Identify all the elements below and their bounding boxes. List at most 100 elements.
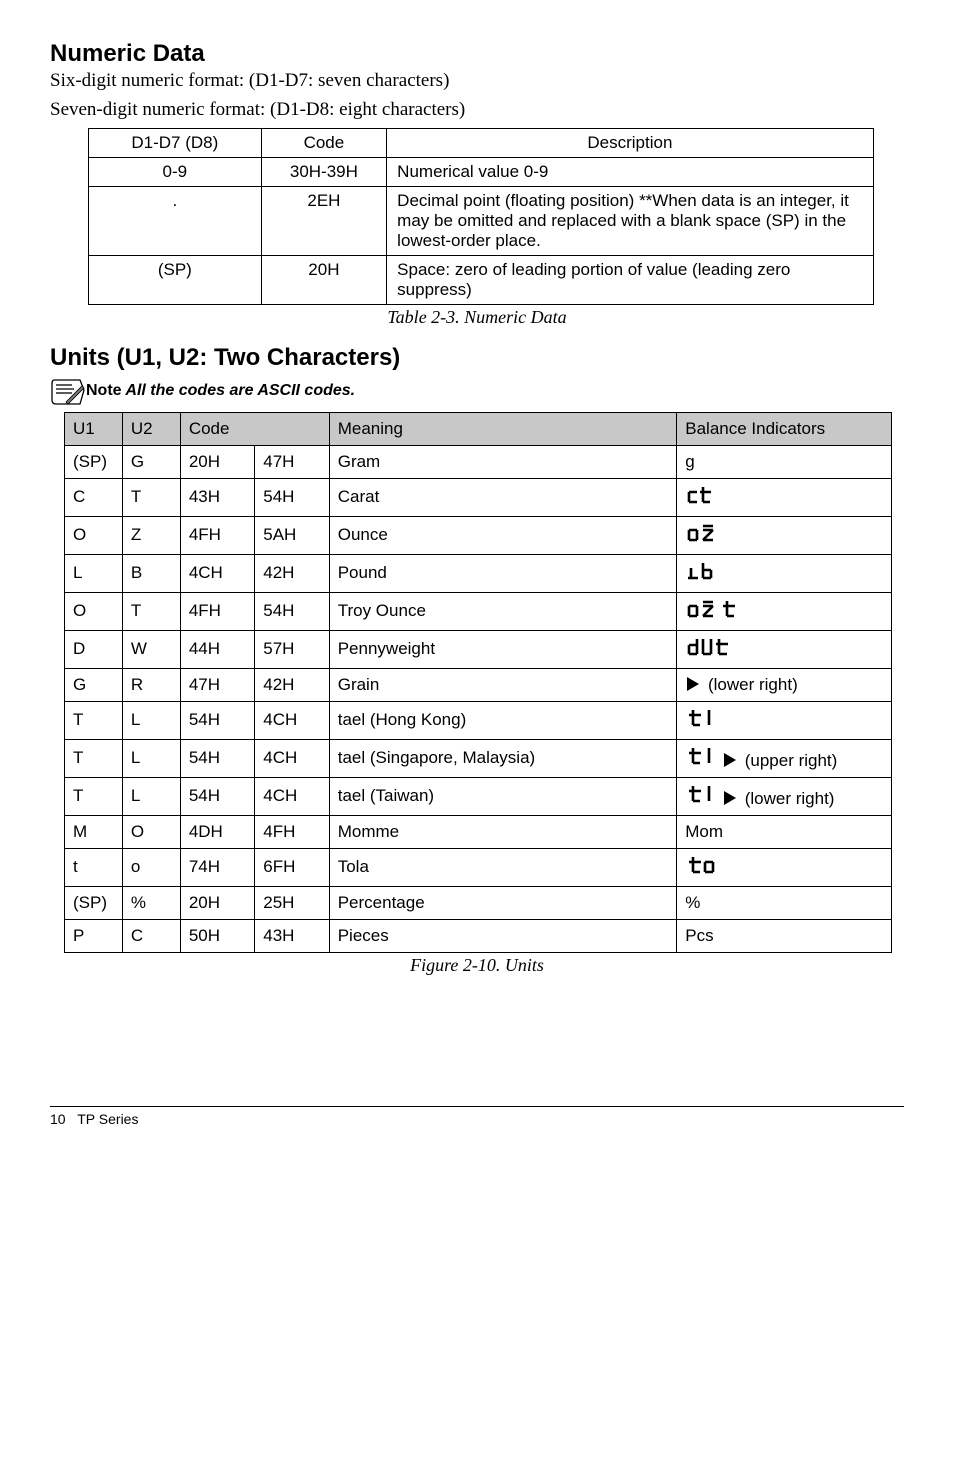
balance-cell: (lower right): [677, 777, 892, 815]
table-cell: 42H: [255, 554, 329, 592]
table-cell: 4CH: [180, 554, 254, 592]
balance-cell: (lower right): [677, 668, 892, 701]
table-cell: T: [65, 777, 123, 815]
table-cell: B: [122, 554, 180, 592]
segment-glyph-icon: [685, 860, 719, 879]
table-cell: G: [65, 668, 123, 701]
section-title-units: Units (U1, U2: Two Characters): [50, 344, 904, 372]
col-header: Code: [261, 128, 387, 157]
table-cell: Pound: [329, 554, 677, 592]
table-cell: 54H: [180, 701, 254, 739]
units-table: U1 U2 Code Meaning Balance Indicators (S…: [64, 412, 892, 953]
table-cell: 2EH: [261, 186, 387, 255]
table-cell: Gram: [329, 445, 677, 478]
table-cell: Decimal point (floating position) **When…: [387, 186, 874, 255]
balance-cell: g: [677, 445, 892, 478]
table-cell: T: [65, 701, 123, 739]
balance-cell: (upper right): [677, 739, 892, 777]
table-cell: 20H: [180, 445, 254, 478]
table-cell: 43H: [180, 478, 254, 516]
table-cell: 57H: [255, 630, 329, 668]
balance-cell: Mom: [677, 815, 892, 848]
table-cell: .: [89, 186, 262, 255]
table-cell: 47H: [255, 445, 329, 478]
table-cell: 4FH: [180, 516, 254, 554]
table-cell: 20H: [180, 886, 254, 919]
table-cell: Momme: [329, 815, 677, 848]
table-cell: Pennyweight: [329, 630, 677, 668]
segment-glyph-icon: [685, 713, 717, 732]
table-cell: Z: [122, 516, 180, 554]
balance-cell: Pcs: [677, 919, 892, 952]
table-cell: W: [122, 630, 180, 668]
table-cell: 54H: [255, 478, 329, 516]
table-cell: 6FH: [255, 848, 329, 886]
segment-glyph-icon: [685, 751, 717, 770]
table-cell: 43H: [255, 919, 329, 952]
table-cell: T: [122, 478, 180, 516]
table-cell: 4CH: [255, 701, 329, 739]
table-cell: 4DH: [180, 815, 254, 848]
balance-cell: %: [677, 886, 892, 919]
segment-glyph-icon: [685, 528, 719, 547]
balance-cell: [677, 630, 892, 668]
segment-glyph-icon: [685, 642, 733, 661]
segment-glyph-icon: [685, 566, 719, 585]
table-cell: Grain: [329, 668, 677, 701]
page-number: 10: [50, 1111, 66, 1127]
table-cell: T: [122, 592, 180, 630]
col-header: Code: [180, 412, 329, 445]
table-cell: L: [122, 701, 180, 739]
table-cell: 25H: [255, 886, 329, 919]
balance-cell: [677, 848, 892, 886]
col-header: Balance Indicators: [677, 412, 892, 445]
note-text: Note All the codes are ASCII codes.: [86, 382, 355, 400]
table-cell: 42H: [255, 668, 329, 701]
note-body: All the codes are ASCII codes.: [122, 382, 356, 399]
table-cell: O: [122, 815, 180, 848]
table-cell: Ounce: [329, 516, 677, 554]
triangle-icon: [724, 791, 736, 805]
table-cell: 54H: [180, 777, 254, 815]
table-cell: Tola: [329, 848, 677, 886]
table-cell: 0-9: [89, 157, 262, 186]
table-cell: M: [65, 815, 123, 848]
col-header: U2: [122, 412, 180, 445]
table-cell: (SP): [65, 886, 123, 919]
footer-title: TP Series: [77, 1111, 138, 1127]
table-cell: C: [122, 919, 180, 952]
table-cell: L: [122, 739, 180, 777]
table-cell: Percentage: [329, 886, 677, 919]
table-cell: L: [122, 777, 180, 815]
table-cell: 4FH: [180, 592, 254, 630]
table-cell: 20H: [261, 255, 387, 304]
table-cell: o: [122, 848, 180, 886]
table-cell: 54H: [255, 592, 329, 630]
col-header: Meaning: [329, 412, 677, 445]
table-cell: Troy Ounce: [329, 592, 677, 630]
table-cell: 47H: [180, 668, 254, 701]
table-cell: Carat: [329, 478, 677, 516]
table-cell: (SP): [89, 255, 262, 304]
table-caption: Table 2-3. Numeric Data: [50, 307, 904, 328]
segment-glyph-icon: [685, 490, 719, 509]
segment-glyph-icon: [685, 604, 741, 623]
section-title-numeric: Numeric Data: [50, 40, 904, 68]
table-cell: P: [65, 919, 123, 952]
table-cell: Numerical value 0-9: [387, 157, 874, 186]
triangle-icon: [724, 753, 736, 767]
table-cell: 74H: [180, 848, 254, 886]
table-cell: Space: zero of leading portion of value …: [387, 255, 874, 304]
numeric-data-table: D1-D7 (D8) Code Description 0-930H-39HNu…: [88, 128, 874, 305]
col-header: Description: [387, 128, 874, 157]
note-row: Note All the codes are ASCII codes.: [50, 376, 904, 406]
balance-cell: [677, 592, 892, 630]
segment-glyph-icon: [685, 789, 717, 808]
table-cell: tael (Hong Kong): [329, 701, 677, 739]
table-cell: G: [122, 445, 180, 478]
note-icon: [50, 376, 86, 406]
table-cell: %: [122, 886, 180, 919]
table-cell: tael (Taiwan): [329, 777, 677, 815]
balance-cell: [677, 516, 892, 554]
balance-cell: [677, 554, 892, 592]
